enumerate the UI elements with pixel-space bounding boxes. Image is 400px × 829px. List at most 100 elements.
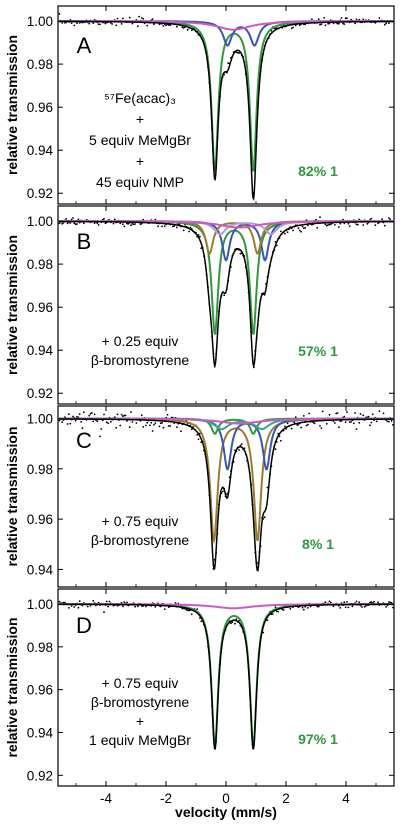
data-point [100, 428, 103, 430]
data-point [128, 16, 131, 19]
data-point [96, 420, 99, 422]
total-fit-line [58, 418, 394, 572]
data-point [74, 419, 77, 422]
data-point [68, 413, 70, 416]
data-point [127, 222, 130, 225]
data-point [62, 221, 65, 224]
data-point [78, 22, 81, 24]
data-point [294, 24, 297, 27]
data-point [266, 486, 269, 489]
data-point [271, 613, 274, 615]
annotation-line: β-bromostyrene [91, 352, 190, 368]
percent-label: 57% 1 [298, 343, 338, 359]
data-point [317, 605, 320, 608]
data-point [293, 421, 296, 424]
y-tick-label: 0.98 [27, 57, 53, 72]
data-point [200, 620, 203, 623]
data-point [324, 223, 327, 226]
data-point [385, 22, 388, 25]
y-tick-label: 0.94 [27, 562, 54, 577]
data-point [70, 22, 73, 24]
data-point [307, 607, 309, 609]
data-point [92, 420, 95, 423]
data-point [388, 22, 390, 24]
data-point [347, 606, 350, 609]
data-point [132, 223, 135, 226]
data-point [68, 607, 70, 609]
data-point [126, 601, 128, 604]
data-point [131, 421, 134, 423]
data-point [238, 52, 240, 54]
data-point [64, 601, 66, 604]
data-point [389, 218, 392, 221]
data-point [358, 18, 361, 21]
data-point [328, 413, 331, 416]
data-point [356, 223, 359, 226]
data-point [116, 413, 119, 416]
data-point [162, 426, 165, 429]
data-point [124, 414, 127, 417]
panel-letter: A [77, 33, 92, 58]
data-point [350, 18, 352, 21]
data-point [180, 430, 182, 433]
data-point [282, 609, 285, 611]
data-point [346, 601, 348, 603]
data-point [320, 23, 323, 26]
annotation-line: β-bromostyrene [91, 694, 190, 710]
data-point [103, 413, 105, 416]
data-point [316, 226, 319, 229]
data-point [286, 422, 289, 425]
data-point [343, 601, 346, 604]
data-point [363, 606, 366, 608]
data-point [373, 600, 375, 603]
data-point [142, 218, 145, 221]
data-point [316, 605, 319, 608]
data-point [200, 247, 203, 250]
data-point [339, 222, 342, 225]
data-point [375, 420, 378, 423]
data-point [161, 225, 164, 228]
data-point [239, 444, 242, 447]
data-point [336, 412, 339, 414]
data-point [390, 420, 393, 422]
data-point [80, 421, 82, 423]
data-point [298, 229, 301, 232]
data-point [199, 235, 201, 238]
data-point [176, 226, 178, 229]
data-point [377, 601, 379, 604]
data-point [104, 22, 107, 25]
data-point [347, 222, 350, 225]
y-tick-label: 0.96 [27, 300, 53, 315]
panel-B: 1.00 0.98 0.96 0.94 0.92 relative transmissio… [4, 205, 395, 405]
y-tick-label: 0.94 [27, 725, 54, 740]
data-point [115, 24, 118, 27]
total-fit-line [58, 603, 394, 750]
data-point [240, 443, 243, 446]
x-tick-label: 0 [222, 791, 230, 806]
data-point [105, 421, 108, 424]
data-point [107, 605, 109, 608]
data-point [374, 224, 377, 227]
data-point [82, 222, 85, 225]
data-point [334, 224, 336, 226]
y-tick-label: 1.00 [27, 597, 53, 612]
data-point [378, 410, 381, 412]
data-point [325, 422, 328, 425]
annotation-line: 5 equiv MeMgBr [89, 132, 191, 148]
data-point [235, 618, 238, 621]
data-point [351, 605, 354, 608]
data-point [151, 430, 154, 432]
data-point [181, 26, 184, 29]
data-point [154, 422, 157, 424]
data-point [112, 222, 115, 225]
percent-value: 82% [298, 163, 327, 179]
y-tick-label: 1.00 [27, 214, 53, 229]
data-point [58, 600, 61, 603]
fit-component-blue [58, 20, 394, 47]
data-point [378, 17, 381, 19]
data-point [354, 22, 356, 25]
y-tick-label: 0.92 [27, 386, 53, 401]
percent-species: 1 [330, 731, 338, 747]
data-point [329, 223, 332, 226]
data-point [91, 412, 93, 414]
